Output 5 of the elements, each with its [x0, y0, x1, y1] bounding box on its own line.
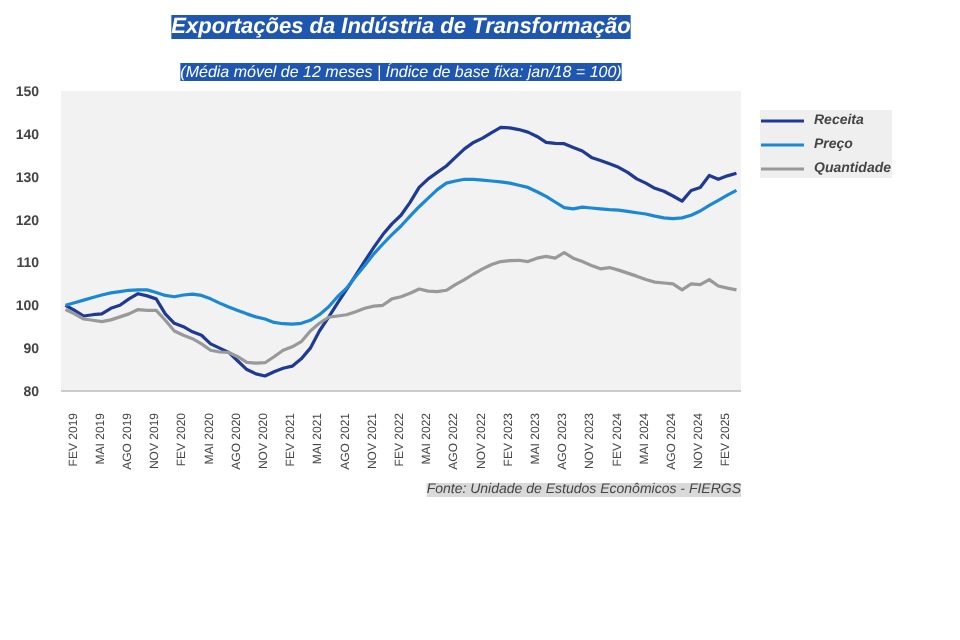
line-series	[63, 177, 739, 326]
line-series	[63, 125, 739, 378]
line-series	[63, 250, 739, 365]
chart-subtitle: (Média móvel de 12 meses | Índice de base fixa: jan/18 = 100)	[180, 63, 623, 81]
chart-title: Exportações da Indústria de Transformação	[171, 15, 632, 39]
